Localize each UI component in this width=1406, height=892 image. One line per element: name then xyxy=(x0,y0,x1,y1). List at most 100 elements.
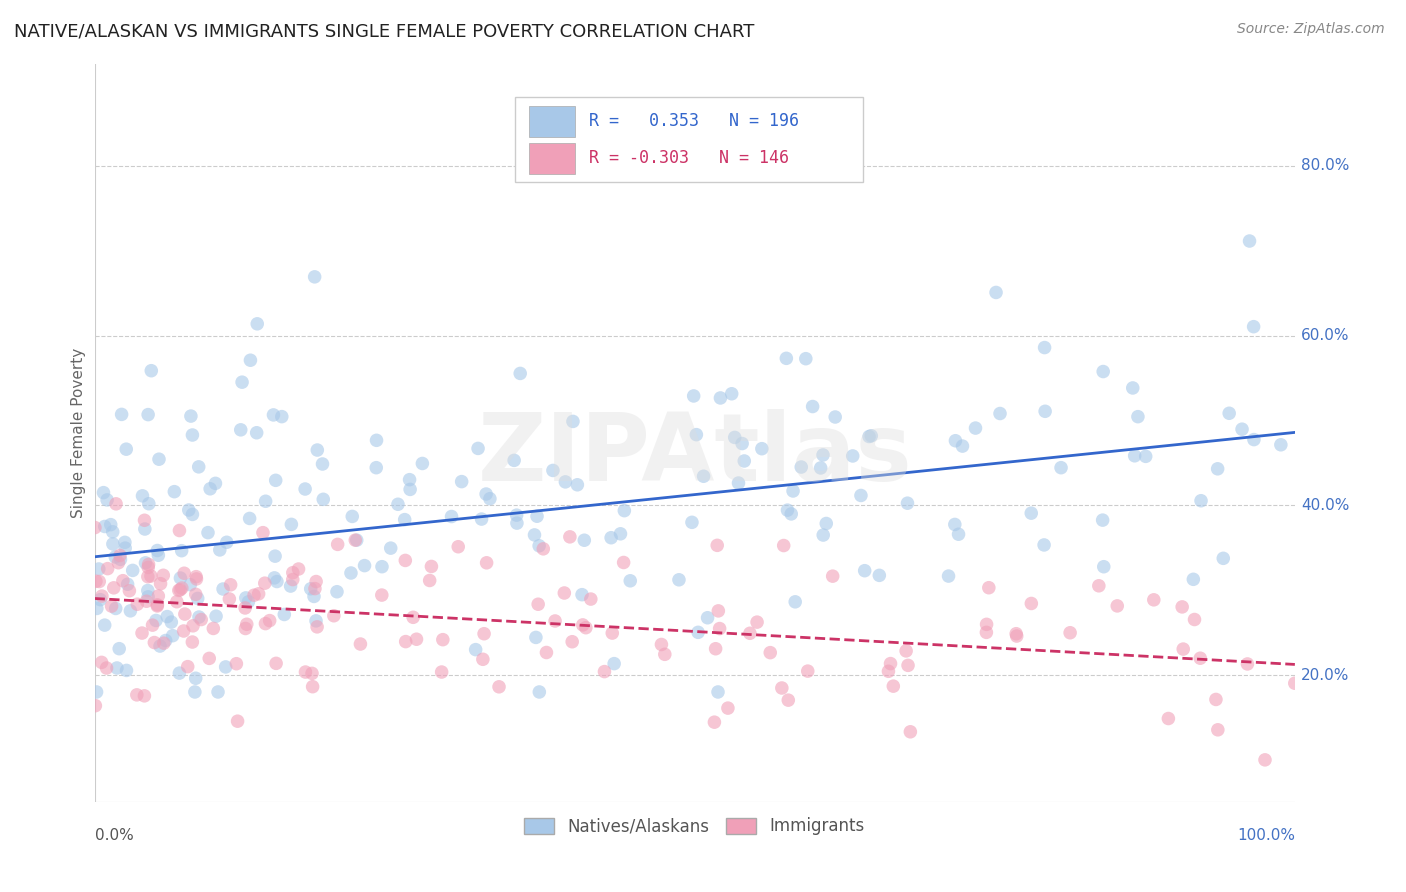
Point xyxy=(668,573,690,587)
Text: 100.0%: 100.0% xyxy=(1237,828,1295,843)
Point xyxy=(571,618,593,632)
Point xyxy=(1284,676,1306,690)
Point xyxy=(93,618,115,632)
Point xyxy=(1206,462,1229,476)
Point xyxy=(567,477,589,491)
Point xyxy=(235,591,257,605)
Point xyxy=(207,685,229,699)
Point xyxy=(877,665,900,679)
Point xyxy=(366,434,388,448)
Point xyxy=(650,638,672,652)
Point xyxy=(475,487,498,501)
Point xyxy=(87,562,110,576)
Point xyxy=(262,408,284,422)
Point xyxy=(952,439,974,453)
Point xyxy=(205,609,228,624)
Point xyxy=(134,556,156,570)
Point xyxy=(170,581,193,595)
Point xyxy=(264,657,287,671)
Point xyxy=(478,491,501,506)
Point xyxy=(775,351,797,366)
Point xyxy=(882,679,904,693)
Point xyxy=(173,607,195,621)
Point xyxy=(139,569,162,583)
Point xyxy=(1243,433,1265,447)
Point xyxy=(778,693,800,707)
Point xyxy=(266,574,288,589)
Point xyxy=(180,409,202,423)
Point xyxy=(215,535,238,549)
Point xyxy=(727,476,749,491)
Point xyxy=(720,386,742,401)
Point xyxy=(263,571,285,585)
Point xyxy=(84,520,107,534)
Point xyxy=(111,574,134,588)
Point xyxy=(86,685,108,699)
Point xyxy=(181,508,204,522)
Point xyxy=(1033,341,1056,355)
Point xyxy=(1239,234,1261,248)
Point xyxy=(977,581,1000,595)
Point xyxy=(945,434,967,448)
Text: NATIVE/ALASKAN VS IMMIGRANTS SINGLE FEMALE POVERTY CORRELATION CHART: NATIVE/ALASKAN VS IMMIGRANTS SINGLE FEMA… xyxy=(14,22,755,40)
Point xyxy=(579,592,602,607)
Point xyxy=(450,475,472,489)
Point xyxy=(709,391,731,405)
Point xyxy=(1230,422,1253,436)
Point xyxy=(770,681,793,695)
Point xyxy=(247,587,270,601)
Point xyxy=(472,626,495,640)
Point xyxy=(558,530,581,544)
Point xyxy=(148,589,170,603)
Point xyxy=(432,632,454,647)
Point xyxy=(121,563,143,577)
Point xyxy=(810,461,832,475)
Point xyxy=(868,568,890,582)
Point xyxy=(841,449,863,463)
Point xyxy=(475,556,498,570)
Point xyxy=(254,494,277,508)
Point xyxy=(105,497,128,511)
Point xyxy=(322,608,344,623)
Point xyxy=(938,569,960,583)
Point xyxy=(1091,513,1114,527)
Point xyxy=(1019,506,1042,520)
Point xyxy=(467,442,489,456)
FancyBboxPatch shape xyxy=(515,97,863,182)
Point xyxy=(824,409,846,424)
Point xyxy=(110,552,132,566)
Point xyxy=(125,688,148,702)
Point xyxy=(134,522,156,536)
Point xyxy=(440,509,463,524)
Point xyxy=(302,590,325,604)
Point xyxy=(464,642,486,657)
Point xyxy=(93,485,115,500)
Point xyxy=(704,641,727,656)
Point xyxy=(984,285,1007,300)
Point xyxy=(1270,438,1292,452)
Point xyxy=(198,482,221,496)
Point xyxy=(745,615,768,629)
Point xyxy=(141,364,163,378)
Point xyxy=(600,531,623,545)
Point xyxy=(107,556,129,570)
Point xyxy=(197,525,219,540)
Point xyxy=(169,666,191,681)
Point xyxy=(115,664,138,678)
Point xyxy=(860,429,883,443)
Point xyxy=(948,527,970,541)
Point xyxy=(574,533,596,548)
Point xyxy=(138,497,160,511)
Point xyxy=(380,541,402,556)
Point xyxy=(136,560,159,574)
Point xyxy=(943,517,966,532)
Point xyxy=(131,489,153,503)
Point xyxy=(294,482,316,496)
Point xyxy=(1184,613,1206,627)
Point xyxy=(280,517,302,532)
Point xyxy=(148,548,170,562)
Point xyxy=(115,442,138,457)
Point xyxy=(536,646,558,660)
Point xyxy=(243,588,266,602)
Point xyxy=(135,594,157,608)
